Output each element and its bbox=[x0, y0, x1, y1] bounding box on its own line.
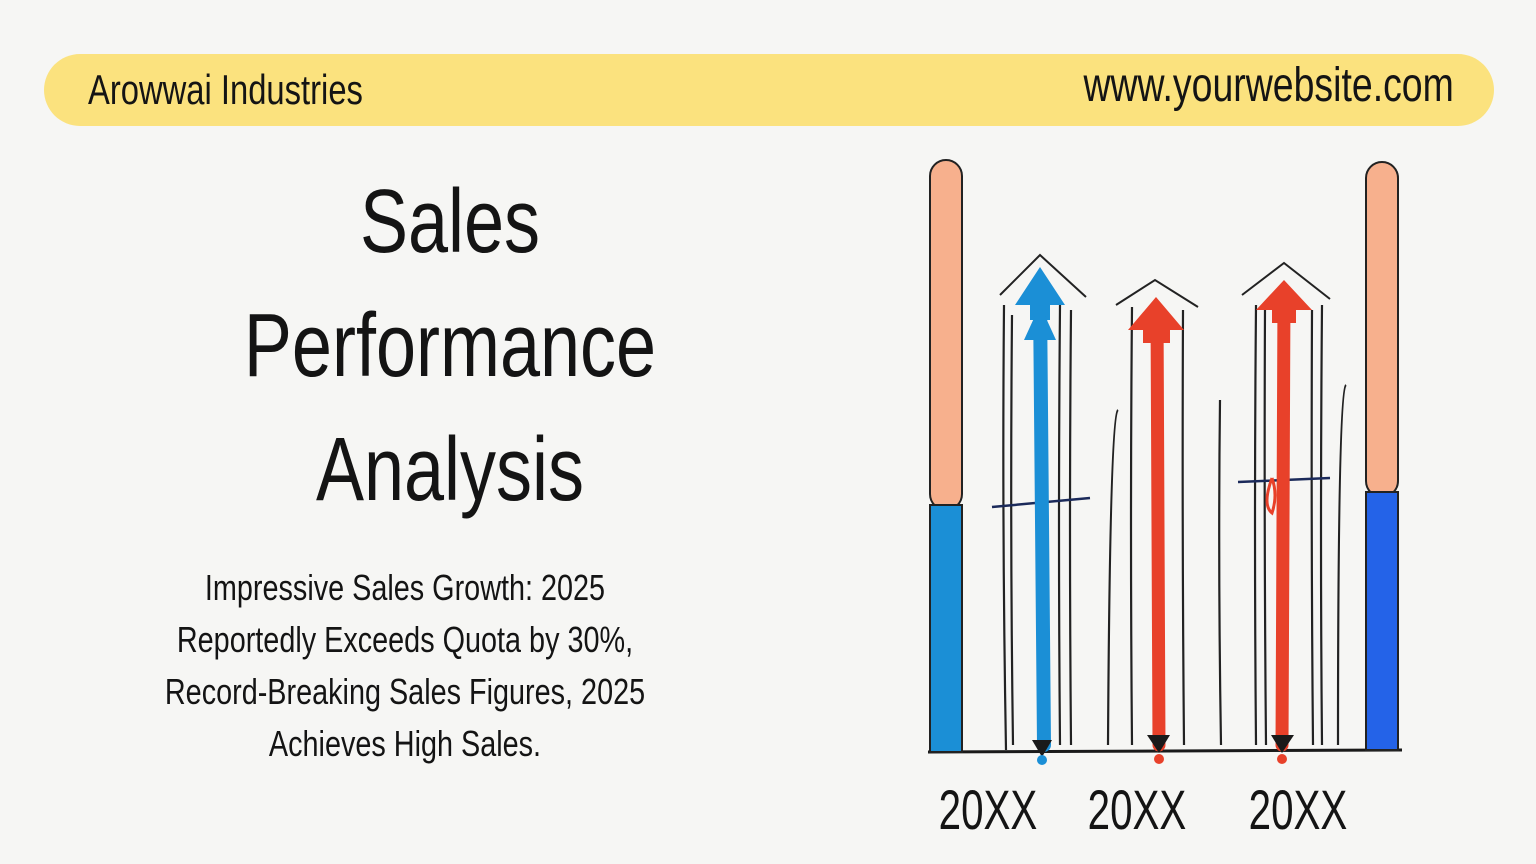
page-title: Sales Performance Analysis bbox=[150, 160, 750, 532]
company-name: Arowwai Industries bbox=[88, 66, 363, 113]
description-line-1: Impressive Sales Growth: 2025 bbox=[204, 567, 606, 608]
website-url[interactable]: www.yourwebsite.com bbox=[1083, 59, 1454, 112]
description-line-2: Reportedly Exceeds Quota by 30%, bbox=[176, 619, 634, 660]
right-bar bbox=[1365, 161, 1399, 751]
year-label-1: 20XX bbox=[938, 778, 1038, 841]
left-bar bbox=[929, 159, 963, 753]
description-line-3: Record-Breaking Sales Figures, 2025 bbox=[164, 671, 646, 712]
title-line-1: Sales bbox=[359, 172, 541, 272]
rooftop-sketches bbox=[999, 253, 1331, 308]
sketch-lines bbox=[1002, 304, 1347, 751]
red-arrow-icon bbox=[1128, 297, 1184, 764]
year-label-3: 20XX bbox=[1248, 778, 1348, 841]
title-line-3: Analysis bbox=[315, 420, 585, 520]
sales-chart-illustration bbox=[927, 159, 1403, 765]
red-arrow-right-icon bbox=[1256, 280, 1312, 764]
description: Impressive Sales Growth: 2025 Reportedly… bbox=[90, 562, 720, 770]
year-label-2: 20XX bbox=[1087, 778, 1187, 841]
header-banner bbox=[44, 54, 1494, 126]
chart-baseline bbox=[927, 748, 1403, 754]
description-line-4: Achieves High Sales. bbox=[268, 723, 542, 764]
title-line-2: Performance bbox=[243, 296, 657, 396]
blue-arrow-icon bbox=[1015, 267, 1065, 765]
